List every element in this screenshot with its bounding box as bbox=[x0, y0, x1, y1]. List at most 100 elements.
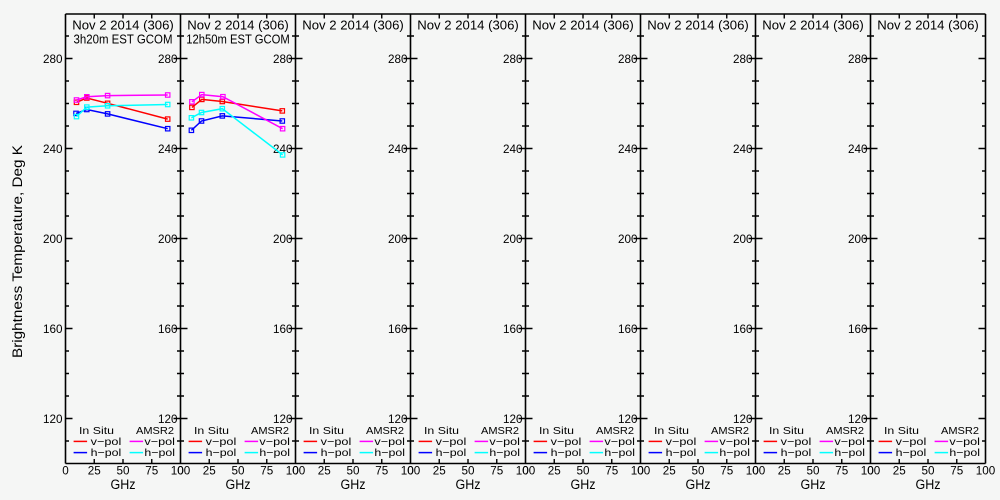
svg-text:In Situ: In Situ bbox=[194, 425, 229, 437]
svg-text:200: 200 bbox=[618, 232, 638, 246]
svg-text:75: 75 bbox=[950, 464, 963, 478]
svg-text:280: 280 bbox=[158, 52, 178, 66]
svg-text:v−pol: v−pol bbox=[896, 436, 927, 448]
svg-text:200: 200 bbox=[273, 232, 293, 246]
svg-text:100: 100 bbox=[861, 464, 881, 478]
svg-text:GHz: GHz bbox=[571, 477, 596, 492]
svg-text:200: 200 bbox=[733, 232, 753, 246]
svg-text:0: 0 bbox=[867, 464, 874, 478]
svg-text:GHz: GHz bbox=[226, 477, 251, 492]
svg-text:240: 240 bbox=[388, 142, 408, 156]
svg-text:75: 75 bbox=[145, 464, 158, 478]
svg-text:v−pol: v−pol bbox=[259, 436, 290, 448]
svg-text:0: 0 bbox=[177, 464, 184, 478]
svg-text:Nov 2 2014 (306): Nov 2 2014 (306) bbox=[187, 17, 289, 32]
svg-text:75: 75 bbox=[605, 464, 618, 478]
svg-text:160: 160 bbox=[733, 322, 753, 336]
svg-text:25: 25 bbox=[318, 464, 331, 478]
svg-text:0: 0 bbox=[637, 464, 644, 478]
svg-text:v−pol: v−pol bbox=[834, 436, 865, 448]
svg-text:v−pol: v−pol bbox=[144, 436, 175, 448]
svg-text:h−pol: h−pol bbox=[259, 447, 290, 459]
svg-text:25: 25 bbox=[203, 464, 216, 478]
svg-text:0: 0 bbox=[522, 464, 529, 478]
svg-text:AMSR2: AMSR2 bbox=[481, 425, 519, 437]
svg-text:100: 100 bbox=[746, 464, 766, 478]
svg-text:GHz: GHz bbox=[111, 477, 136, 492]
svg-text:160: 160 bbox=[158, 322, 178, 336]
svg-text:120: 120 bbox=[158, 412, 178, 426]
svg-text:280: 280 bbox=[503, 52, 523, 66]
svg-text:AMSR2: AMSR2 bbox=[941, 425, 979, 437]
svg-text:v−pol: v−pol bbox=[719, 436, 750, 448]
svg-text:v−pol: v−pol bbox=[781, 436, 812, 448]
svg-text:Nov 2 2014 (306): Nov 2 2014 (306) bbox=[762, 17, 864, 32]
svg-text:h−pol: h−pol bbox=[781, 447, 812, 459]
svg-text:75: 75 bbox=[720, 464, 733, 478]
svg-text:25: 25 bbox=[548, 464, 561, 478]
svg-text:50: 50 bbox=[462, 464, 475, 478]
svg-text:25: 25 bbox=[893, 464, 906, 478]
svg-text:Nov 2 2014 (306): Nov 2 2014 (306) bbox=[302, 17, 404, 32]
svg-text:240: 240 bbox=[618, 142, 638, 156]
svg-text:280: 280 bbox=[618, 52, 638, 66]
svg-text:In Situ: In Situ bbox=[769, 425, 804, 437]
svg-text:200: 200 bbox=[848, 232, 868, 246]
svg-text:GHz: GHz bbox=[916, 477, 941, 492]
svg-text:In Situ: In Situ bbox=[424, 425, 459, 437]
svg-text:240: 240 bbox=[848, 142, 868, 156]
svg-text:160: 160 bbox=[388, 322, 408, 336]
svg-text:75: 75 bbox=[375, 464, 388, 478]
svg-text:Nov 2 2014 (306): Nov 2 2014 (306) bbox=[532, 17, 634, 32]
svg-text:50: 50 bbox=[347, 464, 360, 478]
svg-text:AMSR2: AMSR2 bbox=[826, 425, 864, 437]
svg-text:v−pol: v−pol bbox=[374, 436, 405, 448]
svg-text:240: 240 bbox=[43, 142, 63, 156]
svg-text:AMSR2: AMSR2 bbox=[366, 425, 404, 437]
svg-text:h−pol: h−pol bbox=[604, 447, 635, 459]
svg-text:h−pol: h−pol bbox=[896, 447, 927, 459]
svg-text:In Situ: In Situ bbox=[79, 425, 114, 437]
svg-text:100: 100 bbox=[516, 464, 536, 478]
svg-text:75: 75 bbox=[835, 464, 848, 478]
svg-text:160: 160 bbox=[503, 322, 523, 336]
svg-text:100: 100 bbox=[286, 464, 306, 478]
svg-text:In Situ: In Situ bbox=[654, 425, 689, 437]
svg-text:50: 50 bbox=[922, 464, 935, 478]
svg-text:Brightness Temperature, Deg K: Brightness Temperature, Deg K bbox=[10, 145, 25, 358]
svg-text:120: 120 bbox=[43, 412, 63, 426]
svg-text:280: 280 bbox=[43, 52, 63, 66]
svg-text:0: 0 bbox=[407, 464, 414, 478]
svg-text:240: 240 bbox=[158, 142, 178, 156]
svg-text:240: 240 bbox=[273, 142, 293, 156]
svg-text:75: 75 bbox=[490, 464, 503, 478]
svg-text:GHz: GHz bbox=[801, 477, 826, 492]
svg-text:v−pol: v−pol bbox=[551, 436, 582, 448]
svg-text:120: 120 bbox=[618, 412, 638, 426]
svg-text:160: 160 bbox=[848, 322, 868, 336]
svg-text:3h20m EST GCOM: 3h20m EST GCOM bbox=[74, 31, 173, 46]
svg-text:120: 120 bbox=[848, 412, 868, 426]
svg-text:h−pol: h−pol bbox=[91, 447, 122, 459]
svg-text:0: 0 bbox=[292, 464, 299, 478]
svg-text:50: 50 bbox=[577, 464, 590, 478]
svg-text:Nov 2 2014 (306): Nov 2 2014 (306) bbox=[647, 17, 749, 32]
svg-text:h−pol: h−pol bbox=[144, 447, 175, 459]
svg-text:200: 200 bbox=[158, 232, 178, 246]
svg-text:AMSR2: AMSR2 bbox=[596, 425, 634, 437]
svg-text:v−pol: v−pol bbox=[321, 436, 352, 448]
svg-text:120: 120 bbox=[503, 412, 523, 426]
svg-text:h−pol: h−pol bbox=[374, 447, 405, 459]
svg-text:Nov 2 2014 (306): Nov 2 2014 (306) bbox=[877, 17, 979, 32]
svg-text:100: 100 bbox=[976, 464, 996, 478]
svg-text:GHz: GHz bbox=[341, 477, 366, 492]
svg-text:0: 0 bbox=[62, 464, 69, 478]
svg-text:v−pol: v−pol bbox=[666, 436, 697, 448]
svg-text:In Situ: In Situ bbox=[884, 425, 919, 437]
svg-text:h−pol: h−pol bbox=[834, 447, 865, 459]
svg-text:h−pol: h−pol bbox=[321, 447, 352, 459]
svg-text:v−pol: v−pol bbox=[91, 436, 122, 448]
svg-text:200: 200 bbox=[388, 232, 408, 246]
svg-text:100: 100 bbox=[631, 464, 651, 478]
svg-text:75: 75 bbox=[260, 464, 273, 478]
